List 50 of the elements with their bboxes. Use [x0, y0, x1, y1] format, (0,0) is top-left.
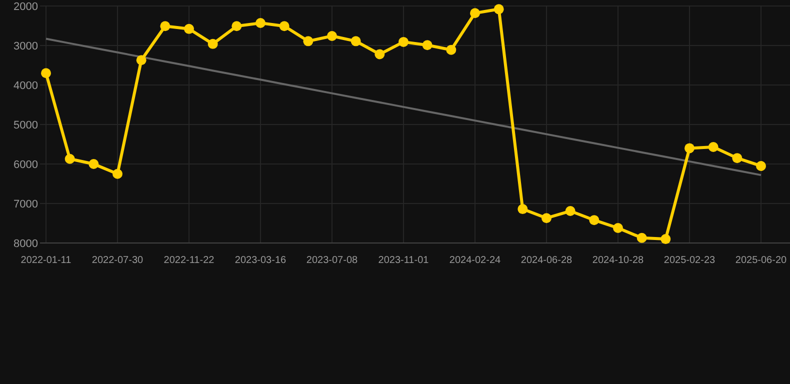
point [446, 44, 456, 55]
y-tick-label: 2000 [14, 0, 38, 13]
x-tick-label: 2022-11-22 [164, 255, 215, 266]
point [636, 232, 647, 243]
point [112, 168, 122, 179]
line-series [45, 38, 762, 176]
point [88, 159, 99, 169]
point [518, 204, 528, 214]
point [565, 206, 576, 216]
point [256, 18, 266, 28]
x-tick-label: 2024-02-24 [449, 255, 502, 266]
point [350, 36, 361, 46]
point [542, 213, 552, 224]
y-tick-label: 5000 [14, 119, 38, 132]
x-tick-label: 2023-11-01 [378, 255, 430, 266]
y-tick-label: 8000 [14, 238, 38, 250]
point [422, 40, 432, 50]
point [684, 143, 694, 154]
point [208, 38, 218, 49]
point [327, 31, 337, 42]
point [613, 222, 623, 233]
point [756, 160, 766, 171]
x-tick-label: 2025-02-23 [664, 255, 716, 266]
x-tick-label: 2022-07-30 [92, 255, 144, 266]
point [279, 21, 290, 32]
x-tick-label: 2023-07-08 [306, 255, 358, 266]
y-tick-label: 7000 [14, 198, 38, 210]
point [184, 24, 194, 34]
point [494, 4, 504, 14]
point [232, 21, 242, 32]
x-tick-label: 2024-10-28 [592, 255, 644, 266]
point [64, 154, 75, 164]
point [303, 36, 314, 46]
point [708, 142, 718, 152]
point [374, 49, 385, 60]
point [589, 215, 600, 226]
x-tick-label: 2023-03-16 [234, 255, 287, 266]
y-tick-label: 4000 [14, 80, 38, 92]
point [398, 36, 408, 47]
x-tick-label: 2024-06-28 [520, 255, 573, 266]
x-tick-label: 2022-01-11 [20, 255, 72, 266]
x-tick-label: 2025-06-20 [735, 255, 788, 266]
point [160, 21, 170, 32]
point [41, 68, 51, 78]
y-tick-label: 6000 [14, 158, 38, 171]
point [136, 55, 146, 66]
point [470, 8, 480, 18]
point [660, 234, 671, 244]
y-tick-label: 3000 [14, 40, 38, 52]
point [732, 153, 742, 164]
